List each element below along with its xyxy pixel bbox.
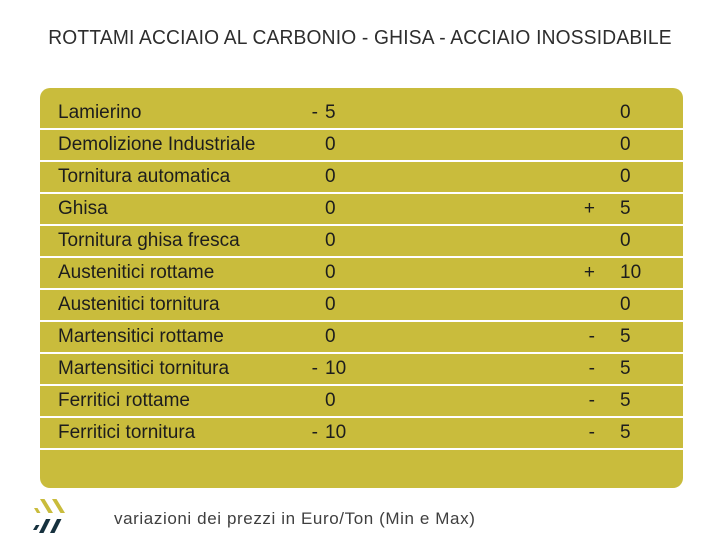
max-value: 10 bbox=[620, 262, 642, 283]
max-value: 5 bbox=[620, 390, 631, 411]
min-value: 0 bbox=[325, 262, 336, 283]
table-row: Tornitura automatica 0 0 bbox=[40, 162, 683, 194]
min-value: 0 bbox=[325, 326, 336, 347]
min-sign bbox=[300, 194, 318, 224]
min-value: 10 bbox=[325, 358, 347, 379]
material-name: Austenitici tornitura bbox=[58, 294, 220, 315]
min-value: 5 bbox=[325, 102, 336, 123]
column-spacer bbox=[400, 194, 577, 224]
min-sign bbox=[300, 386, 318, 416]
max-sign: - bbox=[588, 422, 595, 443]
max-value: 0 bbox=[620, 102, 631, 123]
max-sign bbox=[577, 226, 595, 256]
min-value: 0 bbox=[325, 230, 336, 251]
column-spacer bbox=[400, 226, 577, 256]
max-sign bbox=[577, 290, 595, 320]
material-name: Martensitici rottame bbox=[58, 326, 224, 347]
min-value: 10 bbox=[325, 422, 347, 443]
column-spacer bbox=[400, 98, 577, 128]
material-name: Lamierino bbox=[58, 102, 142, 123]
table-row: Austenitici tornitura 0 0 bbox=[40, 290, 683, 322]
table-row: Austenitici rottame 0 + 10 bbox=[40, 258, 683, 290]
siderweb-logo bbox=[33, 499, 65, 533]
material-name: Ghisa bbox=[58, 198, 108, 219]
min-sign bbox=[300, 226, 318, 256]
max-sign bbox=[577, 162, 595, 192]
material-name: Ferritici rottame bbox=[58, 390, 190, 411]
column-spacer bbox=[400, 386, 577, 416]
table-row: Ferritici rottame 0 - 5 bbox=[40, 386, 683, 418]
min-sign bbox=[300, 322, 318, 352]
column-spacer bbox=[400, 258, 577, 288]
max-sign: + bbox=[583, 198, 595, 219]
min-sign: - bbox=[311, 102, 318, 123]
logo-navy-stripes bbox=[33, 519, 62, 533]
logo-yellow-stripes bbox=[34, 499, 65, 513]
max-value: 5 bbox=[620, 198, 631, 219]
material-name: Martensitici tornitura bbox=[58, 358, 230, 379]
column-spacer bbox=[400, 162, 577, 192]
min-sign bbox=[300, 130, 318, 160]
material-name: Tornitura automatica bbox=[58, 166, 231, 187]
material-name: Ferritici tornitura bbox=[58, 422, 196, 443]
max-sign: - bbox=[588, 358, 595, 379]
column-spacer bbox=[400, 322, 577, 352]
material-name: Demolizione Industriale bbox=[58, 134, 256, 155]
table-row: Martensitici tornitura - 10 - 5 bbox=[40, 354, 683, 386]
material-name: Austenitici rottame bbox=[58, 262, 215, 283]
min-sign: - bbox=[311, 358, 318, 379]
max-sign: - bbox=[588, 326, 595, 347]
max-value: 0 bbox=[620, 166, 631, 187]
max-value: 5 bbox=[620, 422, 631, 443]
table-row: Martensitici rottame 0 - 5 bbox=[40, 322, 683, 354]
max-value: 0 bbox=[620, 230, 631, 251]
table-row: Ghisa 0 + 5 bbox=[40, 194, 683, 226]
column-spacer bbox=[400, 418, 577, 448]
min-value: 0 bbox=[325, 166, 336, 187]
max-value: 5 bbox=[620, 358, 631, 379]
column-spacer bbox=[400, 290, 577, 320]
min-value: 0 bbox=[325, 198, 336, 219]
table-row: Tornitura ghisa fresca 0 0 bbox=[40, 226, 683, 258]
max-value: 0 bbox=[620, 294, 631, 315]
price-variation-table: Lamierino - 5 0 Demolizione Industriale … bbox=[40, 88, 683, 488]
min-value: 0 bbox=[325, 390, 336, 411]
page-title: ROTTAMI ACCIAIO AL CARBONIO - GHISA - AC… bbox=[48, 27, 672, 49]
max-value: 0 bbox=[620, 134, 631, 155]
max-value: 5 bbox=[620, 326, 631, 347]
column-spacer bbox=[400, 354, 577, 384]
table-row: Ferritici tornitura - 10 - 5 bbox=[40, 418, 683, 450]
min-sign bbox=[300, 290, 318, 320]
max-sign: + bbox=[583, 262, 595, 283]
min-sign: - bbox=[311, 422, 318, 443]
min-value: 0 bbox=[325, 134, 336, 155]
material-name: Tornitura ghisa fresca bbox=[58, 230, 240, 251]
max-sign bbox=[577, 130, 595, 160]
footer-caption: variazioni dei prezzi in Euro/Ton (Min e… bbox=[114, 509, 476, 528]
table-row: Lamierino - 5 0 bbox=[40, 98, 683, 130]
min-value: 0 bbox=[325, 294, 336, 315]
table-row: Demolizione Industriale 0 0 bbox=[40, 130, 683, 162]
max-sign bbox=[577, 98, 595, 128]
min-sign bbox=[300, 162, 318, 192]
column-spacer bbox=[400, 130, 577, 160]
max-sign: - bbox=[588, 390, 595, 411]
min-sign bbox=[300, 258, 318, 288]
